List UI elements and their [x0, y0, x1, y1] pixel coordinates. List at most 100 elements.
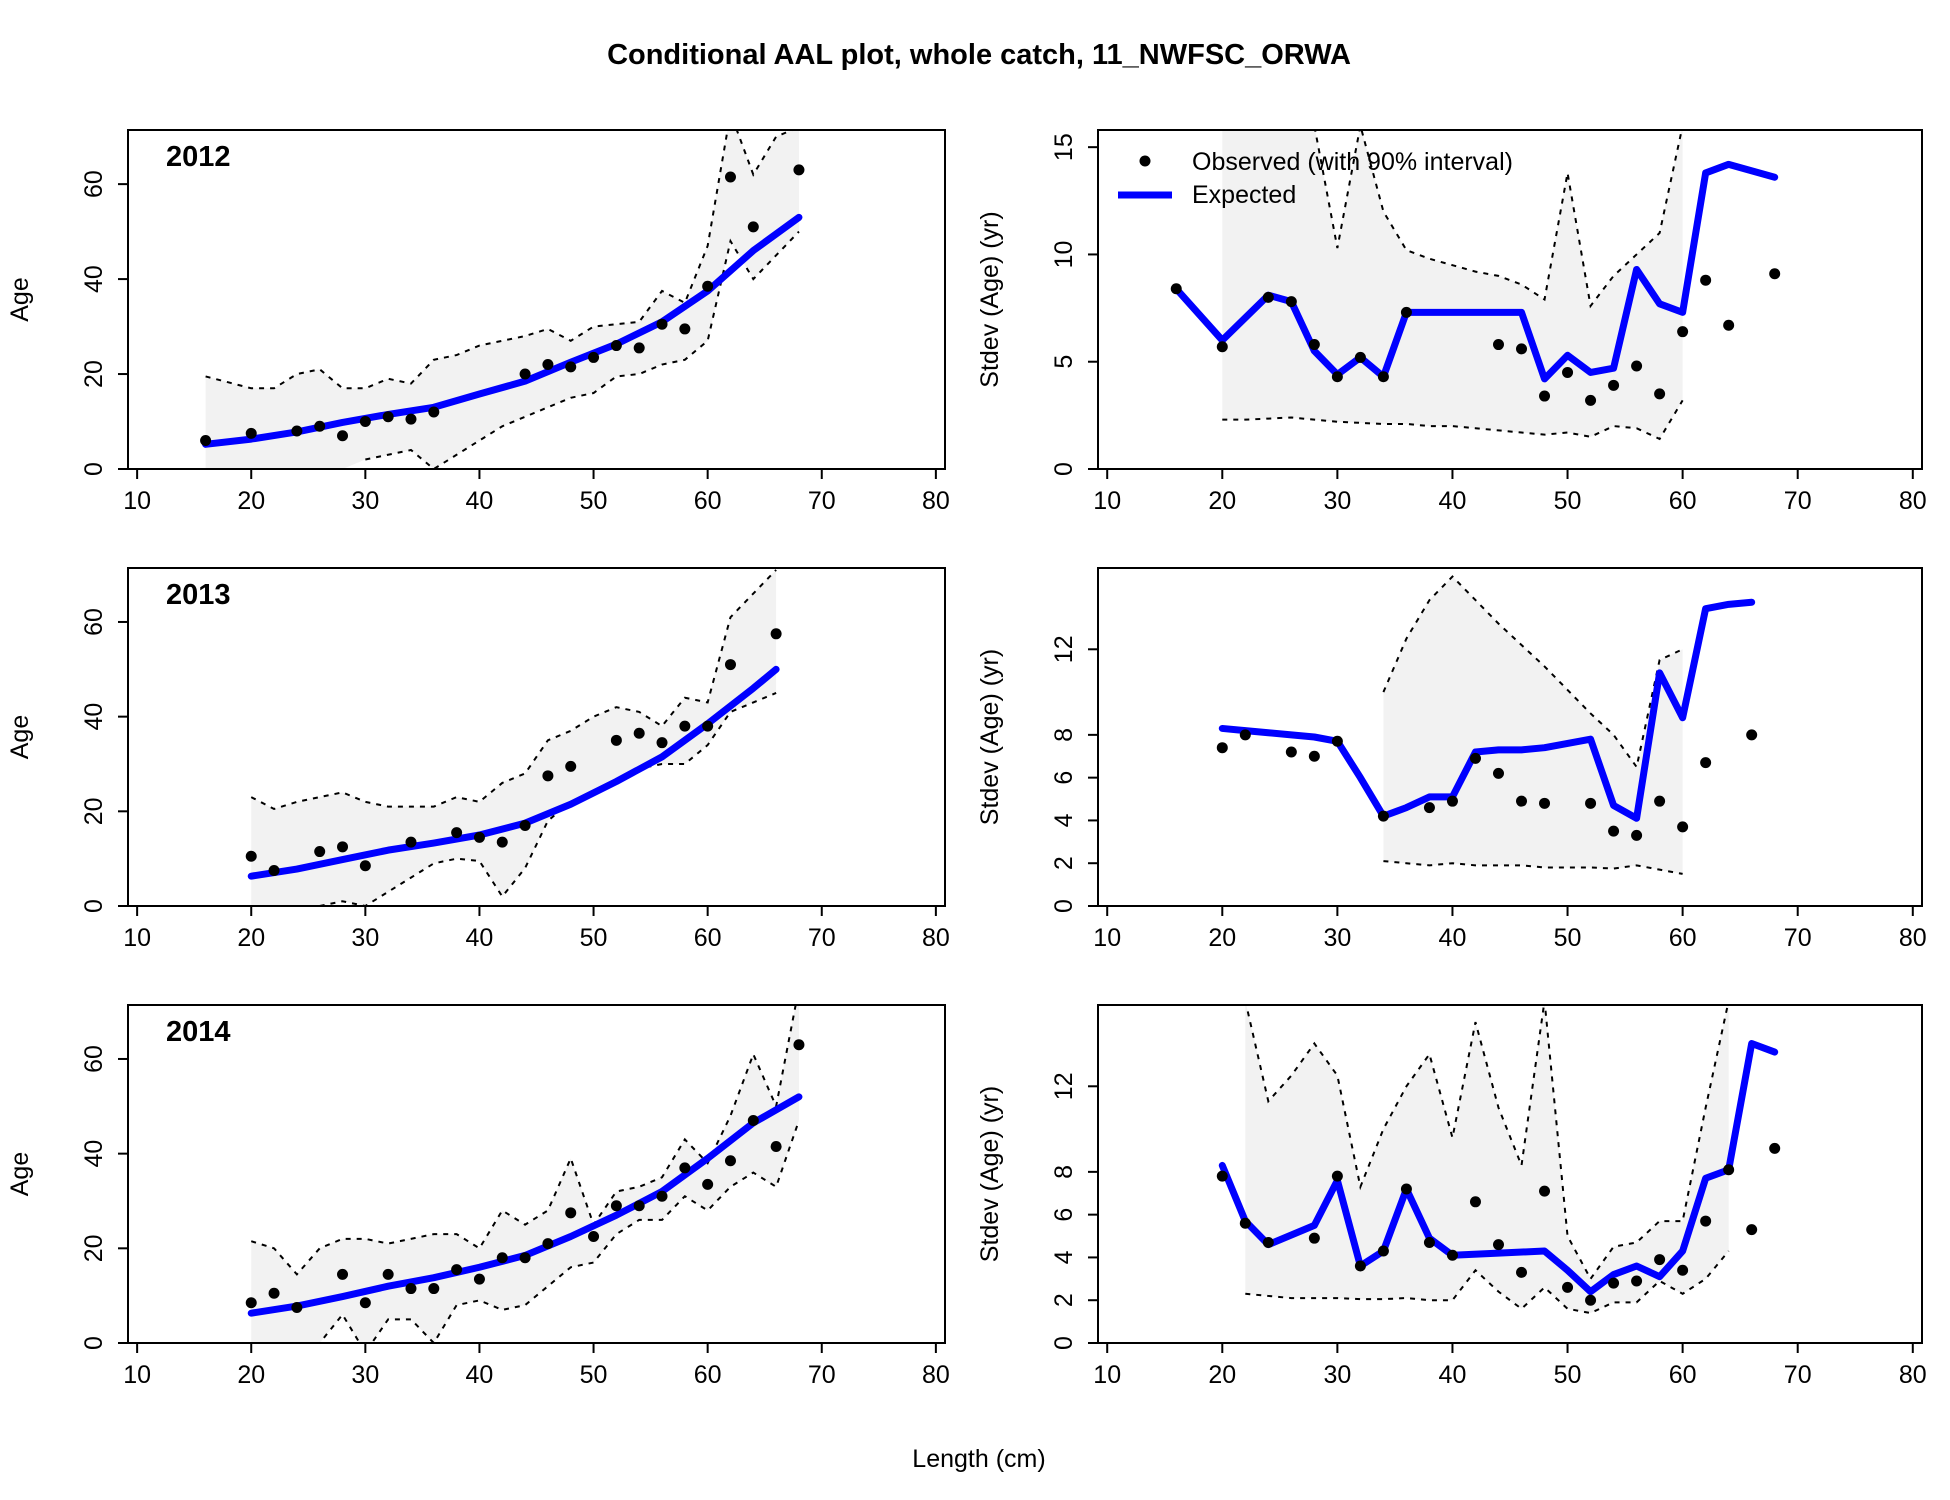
observed-point [656, 737, 668, 749]
interval-band [251, 569, 777, 906]
observed-point [793, 1039, 805, 1051]
x-tick-label: 80 [922, 924, 950, 952]
observed-point [1539, 797, 1551, 809]
plot-area [1216, 1005, 1781, 1315]
observed-point [1262, 1236, 1274, 1248]
observed-point [542, 770, 554, 782]
plot-frame [127, 129, 946, 470]
observed-point [473, 1273, 485, 1285]
observed-point [724, 659, 736, 671]
observed-point [1700, 274, 1712, 286]
observed-point [1585, 797, 1597, 809]
x-tick-label: 60 [694, 1361, 722, 1389]
observed-point [610, 340, 622, 352]
observed-point [405, 836, 417, 848]
observed-point [1308, 339, 1320, 351]
x-tick-label: 40 [1439, 1361, 1467, 1389]
panel-2012-mean: 10 20 30 40 50 60 70 80 0 20 40 60 Age 2012 [6, 129, 950, 515]
observed-point [337, 1268, 349, 1280]
lower-interval-line [319, 692, 777, 906]
y-tick-label: 40 [80, 265, 108, 293]
y-tick-label: 8 [1050, 1165, 1078, 1179]
observed-point [1700, 757, 1712, 769]
observed-point [359, 860, 371, 872]
plot-frame [1097, 1004, 1923, 1344]
observed-point [382, 1268, 394, 1280]
x-tick-label: 70 [808, 487, 836, 515]
observed-point [1723, 319, 1735, 331]
observed-point [542, 359, 554, 371]
observed-point [588, 351, 600, 363]
y-tick-label: 20 [80, 797, 108, 825]
observed-point [656, 318, 668, 330]
x-tick-label: 20 [237, 487, 265, 515]
interval-band [1383, 576, 1683, 874]
y-tick-label: 6 [1050, 1208, 1078, 1222]
plot-frame [1097, 567, 1923, 907]
x-tick-label: 30 [351, 487, 379, 515]
observed-point [610, 1200, 622, 1212]
plot-area [200, 130, 805, 469]
x-tick-label: 30 [1323, 487, 1351, 515]
panel-2013-sd: 10 20 30 40 50 60 70 80 0 2 4 6 8 12 Stdev (Age) (yr) [976, 567, 1927, 952]
year-label: 2012 [166, 141, 231, 173]
x-tick-label: 80 [1899, 487, 1927, 515]
observed-point [633, 727, 645, 739]
y-tick-label: 40 [80, 1140, 108, 1168]
y-tick-label: 5 [1050, 355, 1078, 369]
upper-interval-line [1245, 1005, 1729, 1281]
upper-interval-line [250, 569, 777, 811]
x-tick-label: 10 [1093, 924, 1121, 952]
observed-point [1608, 825, 1620, 837]
x-tick-label: 80 [1899, 924, 1927, 952]
x-tick-label: 50 [580, 924, 608, 952]
observed-point [359, 1297, 371, 1309]
x-tick-label: 40 [466, 487, 494, 515]
observed-point [245, 850, 257, 862]
x-tick-label: 60 [1669, 1361, 1697, 1389]
plot-area [245, 1005, 805, 1343]
y-tick-label: 12 [1050, 635, 1078, 663]
observed-point [1377, 810, 1389, 822]
y-axis-title: Age [6, 277, 34, 321]
x-tick-label: 30 [351, 1361, 379, 1389]
observed-point [291, 1301, 303, 1313]
x-tick-label: 30 [1323, 924, 1351, 952]
observed-point [519, 368, 531, 380]
observed-point [1769, 268, 1781, 280]
lower-interval-line [1245, 1250, 1730, 1315]
observed-point [747, 1115, 759, 1127]
observed-point [1539, 390, 1551, 402]
observed-point [1308, 750, 1320, 762]
observed-point [1170, 283, 1182, 295]
plot-area [1170, 130, 1781, 441]
y-tick-label: 60 [80, 608, 108, 636]
expected-line [1172, 160, 1779, 383]
observed-point [1654, 1254, 1666, 1266]
x-tick-label: 50 [1554, 924, 1582, 952]
observed-point [359, 416, 371, 428]
panel-2014-sd: 10 20 30 40 50 60 70 80 0 2 4 6 8 12 Stdev (Age) (yr) [976, 1004, 1927, 1389]
observed-point [1585, 394, 1597, 406]
observed-point [291, 425, 303, 437]
x-tick-label: 50 [580, 1361, 608, 1389]
y-tick-label: 12 [1050, 1072, 1078, 1100]
x-tick-label: 20 [237, 924, 265, 952]
y-tick-label: 10 [1050, 241, 1078, 269]
upper-interval-line [1314, 130, 1683, 309]
observed-point [405, 1283, 417, 1295]
observed-point [633, 1200, 645, 1212]
observed-point [770, 1141, 782, 1153]
panel-2013-mean: 10 20 30 40 50 60 70 80 0 20 40 60 Age 2013 [6, 567, 950, 952]
x-tick-label: 70 [808, 1361, 836, 1389]
observed-point [1492, 339, 1504, 351]
y-tick-label: 0 [1050, 462, 1078, 476]
observed-point [428, 1283, 440, 1295]
chart-title: Conditional AAL plot, whole catch, 11_NW… [607, 39, 1351, 71]
interval-band [1222, 130, 1683, 439]
observed-point [382, 411, 394, 423]
observed-point [747, 221, 759, 233]
plot-area [1216, 575, 1758, 875]
panel-2014-mean: 10 20 30 40 50 60 70 80 0 20 40 60 Age 2014 [6, 1004, 950, 1389]
